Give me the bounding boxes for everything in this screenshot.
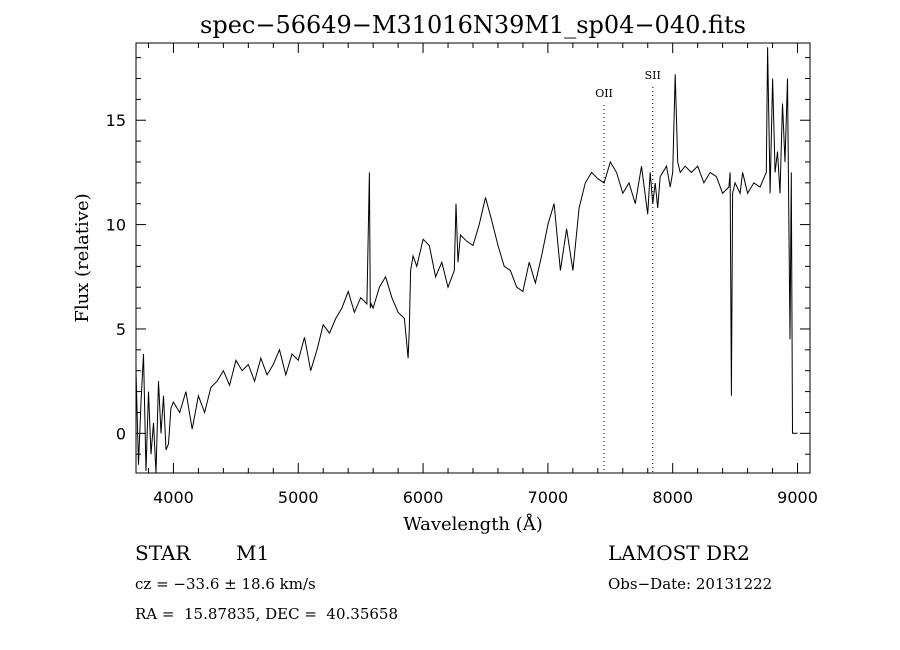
x-tick-label: 5000 <box>278 488 319 507</box>
x-axis-label: Wavelength (Å) <box>403 513 543 535</box>
survey-name: LAMOST DR2 <box>608 541 750 565</box>
y-tick-label: 15 <box>106 111 126 130</box>
axis-ticks <box>136 43 810 473</box>
axis-tick-labels: 4000 5000 6000 7000 8000 9000 0 5 10 15 <box>106 111 818 507</box>
x-tick-label: 4000 <box>153 488 194 507</box>
plot-frame <box>135 42 811 474</box>
y-tick-label: 0 <box>116 424 126 443</box>
object-class: STAR <box>135 541 191 565</box>
y-axis-label: Flux (relative) <box>72 193 93 322</box>
redshift-cz: cz = −33.6 ± 18.6 km/s <box>135 575 316 593</box>
x-tick-label: 6000 <box>403 488 444 507</box>
chart-title: spec−56649−M31016N39M1_sp04−040.fits <box>200 11 746 39</box>
y-tick-label: 10 <box>106 216 126 235</box>
emission-line-markers: OII SII <box>595 69 661 473</box>
observation-date: Obs−Date: 20131222 <box>608 575 773 593</box>
sky-coordinates: RA = 15.87835, DEC = 40.35658 <box>135 605 399 623</box>
line-marker-label: OII <box>595 87 613 100</box>
line-marker-label: SII <box>645 69 661 82</box>
x-tick-label: 9000 <box>777 488 818 507</box>
x-tick-label: 8000 <box>652 488 693 507</box>
x-tick-label: 7000 <box>528 488 569 507</box>
y-tick-label: 5 <box>116 320 126 339</box>
spectrum-line <box>135 47 798 474</box>
object-subclass: M1 <box>236 541 270 565</box>
